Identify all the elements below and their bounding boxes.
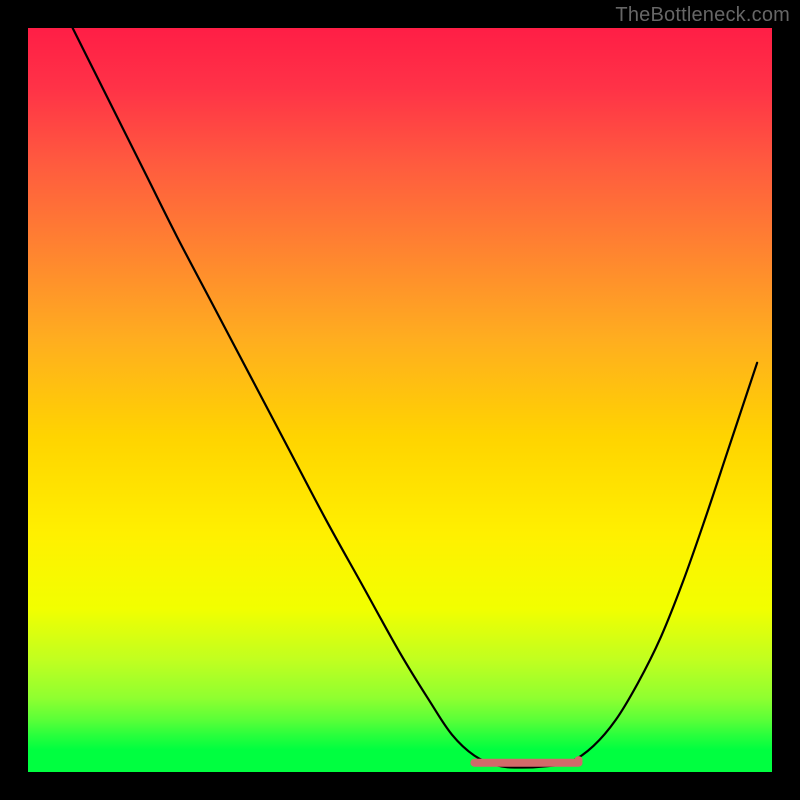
watermark-text: TheBottleneck.com	[615, 4, 790, 27]
marker-dot	[575, 756, 583, 764]
chart-container: TheBottleneck.com	[0, 0, 800, 800]
bottleneck-curve-chart	[0, 0, 800, 800]
